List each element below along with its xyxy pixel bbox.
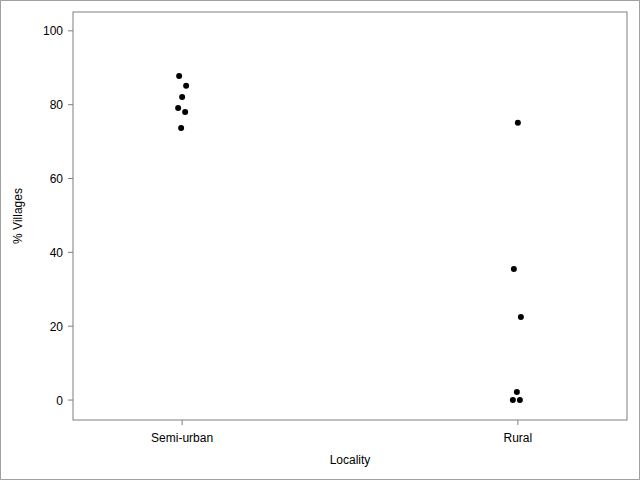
x-tick (182, 420, 183, 425)
point (176, 73, 182, 79)
y-tick (68, 104, 73, 105)
point (175, 105, 181, 111)
point (179, 94, 185, 100)
point (518, 314, 524, 320)
y-tick-label: 0 (56, 394, 63, 408)
x-tick-label: Semi-urban (151, 431, 213, 445)
point (510, 397, 516, 403)
x-axis-label: Locality (330, 453, 371, 467)
point (182, 109, 188, 115)
y-tick (68, 30, 73, 31)
point (517, 397, 523, 403)
chart: 0 20 40 60 80 100 Semi-urban Rural Locality % Vil… (0, 0, 640, 480)
outer-border (1, 1, 640, 480)
y-tick-label: 40 (50, 246, 64, 260)
y-axis-label: % Villages (11, 188, 25, 244)
y-tick-label: 80 (50, 98, 64, 112)
point (178, 125, 184, 131)
point (515, 120, 521, 126)
point (511, 266, 517, 272)
y-tick (68, 252, 73, 253)
points (175, 73, 524, 403)
x-tick-label: Rural (504, 431, 533, 445)
y-tick (68, 178, 73, 179)
y-tick-label: 20 (50, 320, 64, 334)
point (514, 389, 520, 395)
plot-frame (73, 12, 627, 420)
y-tick-label: 100 (43, 24, 63, 38)
x-tick (517, 420, 518, 425)
point (183, 83, 189, 89)
y-tick (68, 400, 73, 401)
y-tick (68, 326, 73, 327)
y-tick-label: 60 (50, 172, 64, 186)
